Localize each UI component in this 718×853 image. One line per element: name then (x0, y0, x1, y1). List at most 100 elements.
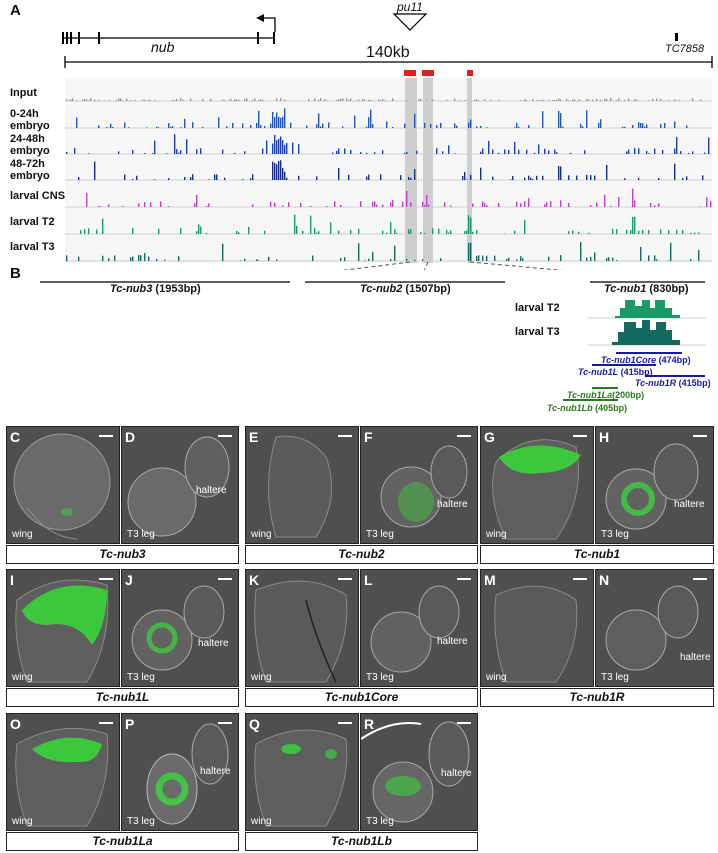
signal-peak (698, 250, 700, 261)
signal-peak (288, 202, 290, 207)
signal-peak (296, 225, 298, 234)
signal-peak (138, 203, 140, 207)
signal-peak (118, 151, 120, 154)
signal-peak (428, 204, 430, 207)
signal-peak (126, 98, 128, 101)
signal-peak (308, 98, 310, 101)
signal-peak (640, 246, 642, 261)
signal-peak (440, 122, 442, 128)
signal-peak (158, 228, 160, 234)
signal-peak (228, 100, 230, 101)
signal-peak (258, 110, 260, 128)
signal-peak (172, 126, 174, 128)
panel-b-graphics (40, 281, 706, 401)
signal-peak (276, 259, 278, 261)
signal-peak (478, 255, 480, 261)
signal-peak (278, 116, 280, 128)
signal-peak (508, 149, 510, 154)
panel-d-image: D haltere T3 leg (121, 426, 239, 544)
signal-peak (638, 177, 640, 180)
signal-peak (318, 113, 320, 128)
signal-peak (584, 150, 586, 154)
signal-peak (618, 98, 620, 101)
scale-bar (573, 435, 587, 437)
panel-letter: F (364, 429, 373, 445)
signal-peak (382, 98, 384, 101)
signal-peak (206, 232, 208, 234)
signal-peak (310, 215, 312, 234)
signal-peak (158, 127, 160, 128)
scale-bar (338, 578, 352, 580)
signal-peak (280, 98, 282, 101)
group-label-nub1r: Tc-nub1R (480, 688, 714, 707)
panel-extra-label: haltere (437, 636, 468, 647)
signal-peak (476, 126, 478, 128)
signal-peak (600, 99, 602, 101)
signal-peak (572, 230, 574, 234)
signal-peak (392, 126, 394, 128)
signal-peak (356, 100, 358, 101)
signal-peak (348, 174, 350, 180)
signal-peak (254, 98, 256, 101)
signal-peak (414, 113, 416, 128)
signal-peak (658, 203, 660, 207)
signal-peak (648, 255, 650, 261)
signal-peak (244, 151, 246, 154)
signal-peak (230, 98, 232, 101)
signal-peak (580, 100, 582, 101)
signal-peak (426, 195, 428, 207)
signal-peak (402, 201, 404, 207)
signal-peak (306, 125, 308, 128)
signal-peak (302, 230, 304, 234)
panel-i-image: I wing (6, 569, 120, 687)
signal-peak (588, 99, 590, 101)
signal-peak (476, 99, 478, 101)
panel-extra-label: haltere (200, 766, 231, 777)
signal-peak (330, 222, 332, 234)
signal-peak (264, 230, 266, 234)
signal-peak (590, 175, 592, 180)
panel-caption: T3 leg (127, 529, 155, 540)
signal-peak (298, 175, 300, 180)
signal-peak (256, 123, 258, 128)
signal-peak (170, 126, 172, 128)
signal-peak (400, 175, 402, 180)
panel-letter: O (10, 716, 21, 732)
signal-peak (340, 204, 342, 207)
signal-peak (432, 99, 434, 101)
signal-peak (266, 140, 268, 154)
signal-peak (370, 109, 372, 128)
signal-peak (342, 126, 344, 128)
signal-peak (612, 257, 614, 261)
signal-peak (660, 229, 662, 234)
signal-peak (448, 145, 450, 154)
signal-peak (154, 100, 156, 101)
signal-peak (298, 144, 300, 154)
signal-peak (242, 123, 244, 128)
signal-peak (160, 201, 162, 207)
signal-peak (106, 126, 108, 128)
zoom-label-larval-t2: larval T2 (515, 302, 560, 314)
signal-peak (708, 137, 710, 154)
signal-peak (258, 260, 260, 261)
signal-peak (316, 232, 318, 234)
signal-peak (518, 149, 520, 154)
signal-peak (280, 160, 282, 180)
signal-peak (284, 108, 286, 128)
signal-peak (156, 126, 158, 128)
genome-browser-tracks (62, 13, 713, 270)
signal-peak (224, 100, 226, 101)
signal-peak (414, 259, 416, 261)
panel-caption: wing (251, 672, 272, 683)
signal-peak (510, 179, 512, 180)
signal-peak (686, 176, 688, 180)
signal-peak (286, 142, 288, 154)
signal-peak (410, 177, 412, 180)
signal-peak (484, 203, 486, 207)
signal-peak (392, 199, 394, 207)
scale-bar (693, 578, 707, 580)
signal-peak (88, 153, 90, 154)
signal-peak (422, 259, 424, 261)
signal-peak (192, 122, 194, 128)
signal-peak (454, 98, 456, 101)
